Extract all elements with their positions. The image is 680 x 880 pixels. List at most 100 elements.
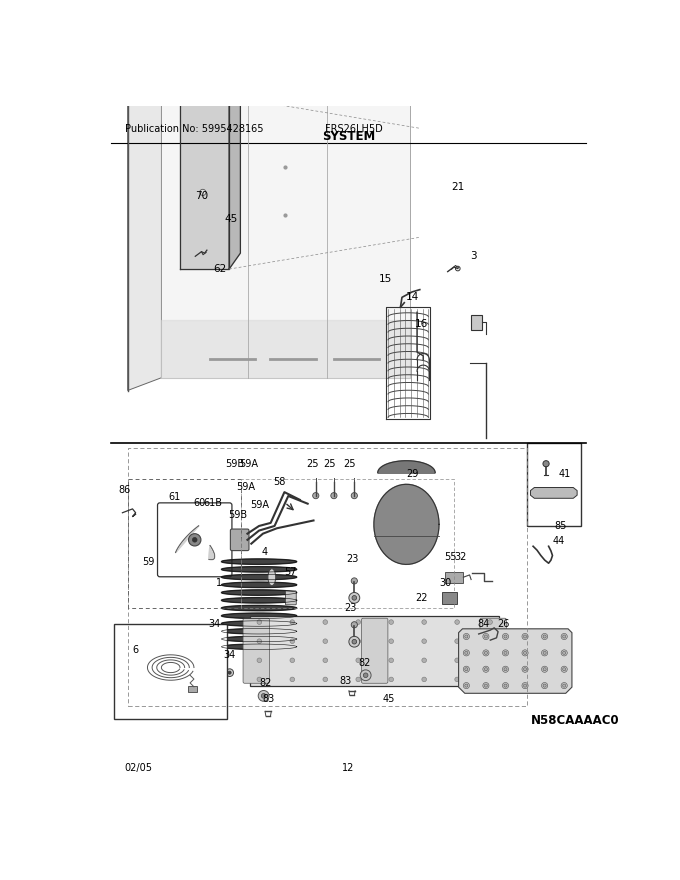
Circle shape [562, 684, 566, 687]
Text: 02/05: 02/05 [124, 763, 152, 774]
Text: 41: 41 [558, 469, 571, 480]
Circle shape [360, 670, 371, 680]
Text: 59: 59 [142, 557, 154, 567]
Circle shape [543, 635, 546, 638]
FancyBboxPatch shape [286, 591, 296, 605]
Circle shape [224, 653, 226, 656]
Text: 86: 86 [118, 485, 131, 495]
Circle shape [541, 666, 547, 672]
Text: 55: 55 [444, 552, 456, 561]
Circle shape [356, 658, 360, 663]
Circle shape [356, 620, 360, 625]
Circle shape [351, 578, 358, 584]
Polygon shape [222, 559, 296, 564]
Circle shape [356, 639, 360, 643]
Circle shape [323, 658, 328, 663]
Polygon shape [374, 484, 439, 564]
Circle shape [562, 651, 566, 655]
Circle shape [483, 683, 489, 689]
Text: 59A: 59A [239, 458, 258, 469]
Circle shape [389, 658, 394, 663]
Circle shape [524, 635, 526, 638]
Circle shape [463, 634, 469, 640]
Polygon shape [530, 488, 577, 498]
Text: 83: 83 [340, 676, 352, 686]
Polygon shape [458, 629, 572, 693]
Circle shape [522, 666, 528, 672]
Circle shape [455, 639, 460, 643]
Text: 22: 22 [415, 593, 428, 603]
Circle shape [503, 634, 509, 640]
Circle shape [503, 649, 509, 656]
Circle shape [257, 639, 262, 643]
Polygon shape [222, 628, 296, 634]
Circle shape [561, 683, 567, 689]
Circle shape [389, 620, 394, 625]
Circle shape [351, 621, 358, 627]
Circle shape [351, 493, 358, 499]
Text: 23: 23 [344, 604, 357, 613]
Circle shape [561, 634, 567, 640]
Polygon shape [222, 598, 296, 603]
FancyBboxPatch shape [442, 591, 457, 604]
Circle shape [541, 634, 547, 640]
Circle shape [465, 651, 468, 655]
Text: 70: 70 [194, 191, 208, 202]
Polygon shape [209, 546, 215, 560]
FancyBboxPatch shape [480, 619, 507, 683]
FancyBboxPatch shape [243, 619, 269, 683]
Circle shape [561, 649, 567, 656]
Circle shape [562, 668, 566, 671]
Circle shape [483, 666, 489, 672]
Circle shape [290, 639, 294, 643]
Polygon shape [161, 320, 409, 378]
Text: 59A: 59A [250, 500, 269, 510]
Circle shape [488, 639, 492, 643]
Circle shape [323, 677, 328, 682]
Polygon shape [161, 58, 409, 378]
Polygon shape [222, 613, 296, 619]
Text: 34: 34 [208, 619, 220, 629]
Circle shape [504, 651, 507, 655]
Circle shape [258, 691, 269, 701]
Polygon shape [378, 461, 435, 473]
Circle shape [349, 592, 360, 604]
Circle shape [221, 651, 229, 658]
Text: 21: 21 [452, 182, 464, 193]
FancyBboxPatch shape [250, 616, 499, 686]
Bar [188, 686, 197, 693]
Circle shape [455, 658, 460, 663]
Circle shape [522, 634, 528, 640]
Circle shape [488, 677, 492, 682]
Text: 30: 30 [439, 577, 452, 588]
Text: 29: 29 [407, 469, 419, 480]
Circle shape [422, 677, 426, 682]
FancyBboxPatch shape [445, 572, 463, 583]
Circle shape [226, 669, 233, 677]
Text: 4: 4 [261, 546, 267, 556]
Text: 59A: 59A [237, 482, 256, 492]
Text: 34: 34 [223, 649, 235, 660]
Circle shape [543, 668, 546, 671]
Text: 12: 12 [342, 763, 355, 774]
Circle shape [257, 677, 262, 682]
Circle shape [484, 651, 488, 655]
Polygon shape [222, 590, 296, 595]
Text: SYSTEM: SYSTEM [322, 130, 375, 143]
Circle shape [352, 596, 356, 600]
Text: 25: 25 [306, 458, 318, 469]
FancyBboxPatch shape [158, 502, 232, 576]
Circle shape [488, 620, 492, 625]
Circle shape [422, 639, 426, 643]
Circle shape [463, 666, 469, 672]
Text: 82: 82 [259, 678, 271, 688]
Circle shape [422, 658, 426, 663]
Polygon shape [175, 525, 199, 553]
FancyBboxPatch shape [471, 315, 482, 330]
Text: 23: 23 [346, 554, 358, 564]
Circle shape [543, 684, 546, 687]
Text: 25: 25 [324, 458, 336, 469]
Polygon shape [180, 97, 229, 269]
Text: 82: 82 [359, 657, 371, 668]
Circle shape [561, 666, 567, 672]
